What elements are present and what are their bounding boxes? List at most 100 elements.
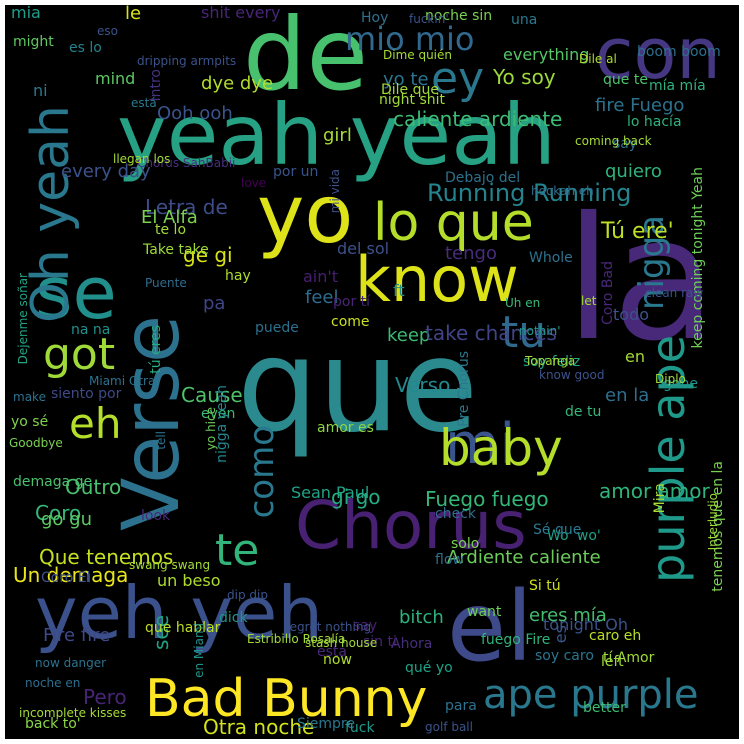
cloud-word: noche sin: [425, 8, 493, 24]
cloud-word: es lo: [69, 40, 102, 56]
cloud-word: now danger: [35, 656, 107, 670]
cloud-word: dick: [219, 610, 248, 626]
cloud-word: mind: [95, 69, 136, 88]
cloud-word: una: [511, 12, 538, 28]
cloud-word: lo hacía: [627, 114, 682, 130]
cloud-word: Sean Paul: [291, 483, 370, 502]
cloud-word: amor es: [317, 420, 374, 436]
cloud-word: say: [613, 136, 638, 152]
cloud-word: want: [467, 604, 502, 620]
cloud-word: go gu: [41, 509, 92, 530]
cloud-word: por tí: [333, 294, 371, 310]
cloud-word: now: [323, 652, 352, 668]
cloud-word: yo hice: [204, 407, 218, 451]
cloud-word: Whole: [529, 250, 573, 266]
cloud-word: Pero: [83, 685, 127, 709]
cloud-word: se: [35, 251, 117, 335]
cloud-word: sin ti: [363, 634, 397, 650]
cloud-word: fuck: [345, 720, 375, 736]
cloud-word: Goodbye: [9, 436, 63, 450]
cloud-word: Ooh ooh: [157, 103, 233, 124]
cloud-word: caro eh: [589, 628, 642, 644]
cloud-word: en la: [605, 385, 650, 406]
cloud-word: clean raw: [645, 286, 704, 300]
cloud-word: Uh en: [505, 296, 541, 310]
cloud-word: ft: [393, 281, 405, 300]
cloud-word: pa: [203, 293, 226, 314]
cloud-word: un beso: [157, 571, 221, 590]
cloud-word: yo: [257, 168, 354, 261]
cloud-word: Siempre: [297, 716, 355, 732]
cloud-word: ain't: [303, 267, 339, 286]
cloud-word: girl: [323, 125, 352, 146]
cloud-word: Miami Otra: [89, 374, 156, 388]
cloud-word: back to': [25, 716, 81, 732]
cloud-word: yeh yeh: [35, 571, 323, 655]
cloud-word: Interludio: [706, 493, 720, 551]
cloud-word: Outro: [65, 475, 122, 499]
cloud-word: quiero: [605, 161, 662, 182]
cloud-word: lo que: [373, 193, 534, 253]
cloud-word: tonight Oh: [543, 615, 629, 634]
cloud-word: con: [595, 13, 721, 95]
cloud-word: en Miami: [192, 623, 206, 678]
cloud-word: let: [581, 294, 597, 308]
cloud-word: soy feliz: [523, 354, 581, 370]
cloud-word: está: [131, 96, 157, 110]
cloud-word: que: [237, 312, 479, 461]
cloud-word: ey: [431, 53, 485, 104]
cloud-word: le: [125, 5, 142, 24]
cloud-word: nothin': [519, 324, 561, 338]
cloud-word: Chorus SahBabii: [137, 156, 236, 170]
cloud-word: yo te: [383, 69, 429, 90]
cloud-word: Debajo del: [445, 170, 521, 186]
cloud-word: dip dip: [227, 588, 268, 602]
cloud-word: Dime quién: [383, 48, 453, 62]
cloud-word: Dile al: [579, 52, 617, 66]
cloud-word: llegan los: [113, 152, 171, 166]
cloud-word: Puente: [145, 276, 187, 290]
cloud-word: might: [13, 34, 54, 50]
cloud-word: de: [243, 5, 368, 113]
cloud-word: Coro Bad: [600, 261, 616, 325]
cloud-word: ape purple: [483, 672, 699, 718]
cloud-word: got: [43, 329, 116, 380]
cloud-word: Letra de: [145, 195, 228, 219]
cloud-word: demaga ge: [13, 474, 93, 490]
cloud-word: shit every: [201, 5, 281, 22]
cloud-word: qué yo: [405, 660, 453, 676]
cloud-word: fuckin': [409, 12, 449, 26]
cloud-word: El Alfa: [141, 207, 198, 228]
cloud-word: everything: [503, 45, 590, 64]
cloud-word: mi: [445, 412, 516, 477]
cloud-word: even: [201, 406, 236, 422]
cloud-word: Si tú: [529, 578, 561, 594]
cloud-word: boom boom: [637, 44, 721, 60]
cloud-word: Coro: [35, 501, 82, 525]
cloud-word: te: [215, 525, 260, 576]
cloud-word: better: [583, 700, 626, 716]
cloud-word: know: [355, 243, 519, 316]
cloud-word: Mira: [652, 483, 668, 514]
cloud-word: Ahora: [391, 636, 433, 652]
cloud-word: solo: [451, 536, 480, 552]
cloud-word: love: [241, 176, 267, 190]
cloud-word: de tu: [565, 404, 602, 420]
cloud-word: Dejenme soñar: [16, 273, 30, 365]
cloud-word: know good: [539, 368, 605, 382]
cloud-word: Un demaga: [13, 563, 129, 587]
cloud-word: fire Fuego: [595, 95, 685, 116]
cloud-word: Topanga: [525, 354, 576, 368]
cloud-word: Fire fire: [43, 625, 111, 646]
cloud-word: tú eres: [148, 325, 164, 374]
cloud-word: hookah eh: [531, 184, 594, 198]
cloud-word: Oh yeah: [21, 105, 81, 324]
cloud-word: Estribillo Rosalía: [247, 632, 346, 646]
cloud-word: yo sé: [11, 414, 49, 430]
cloud-word: que hablar: [145, 620, 221, 636]
cloud-word: incomplete kisses: [19, 706, 127, 720]
cloud-word: dripping armpits: [137, 54, 237, 68]
cloud-word: Diplo: [655, 372, 686, 386]
cloud-word: eso: [97, 24, 118, 38]
cloud-word: eres mía: [529, 605, 607, 626]
